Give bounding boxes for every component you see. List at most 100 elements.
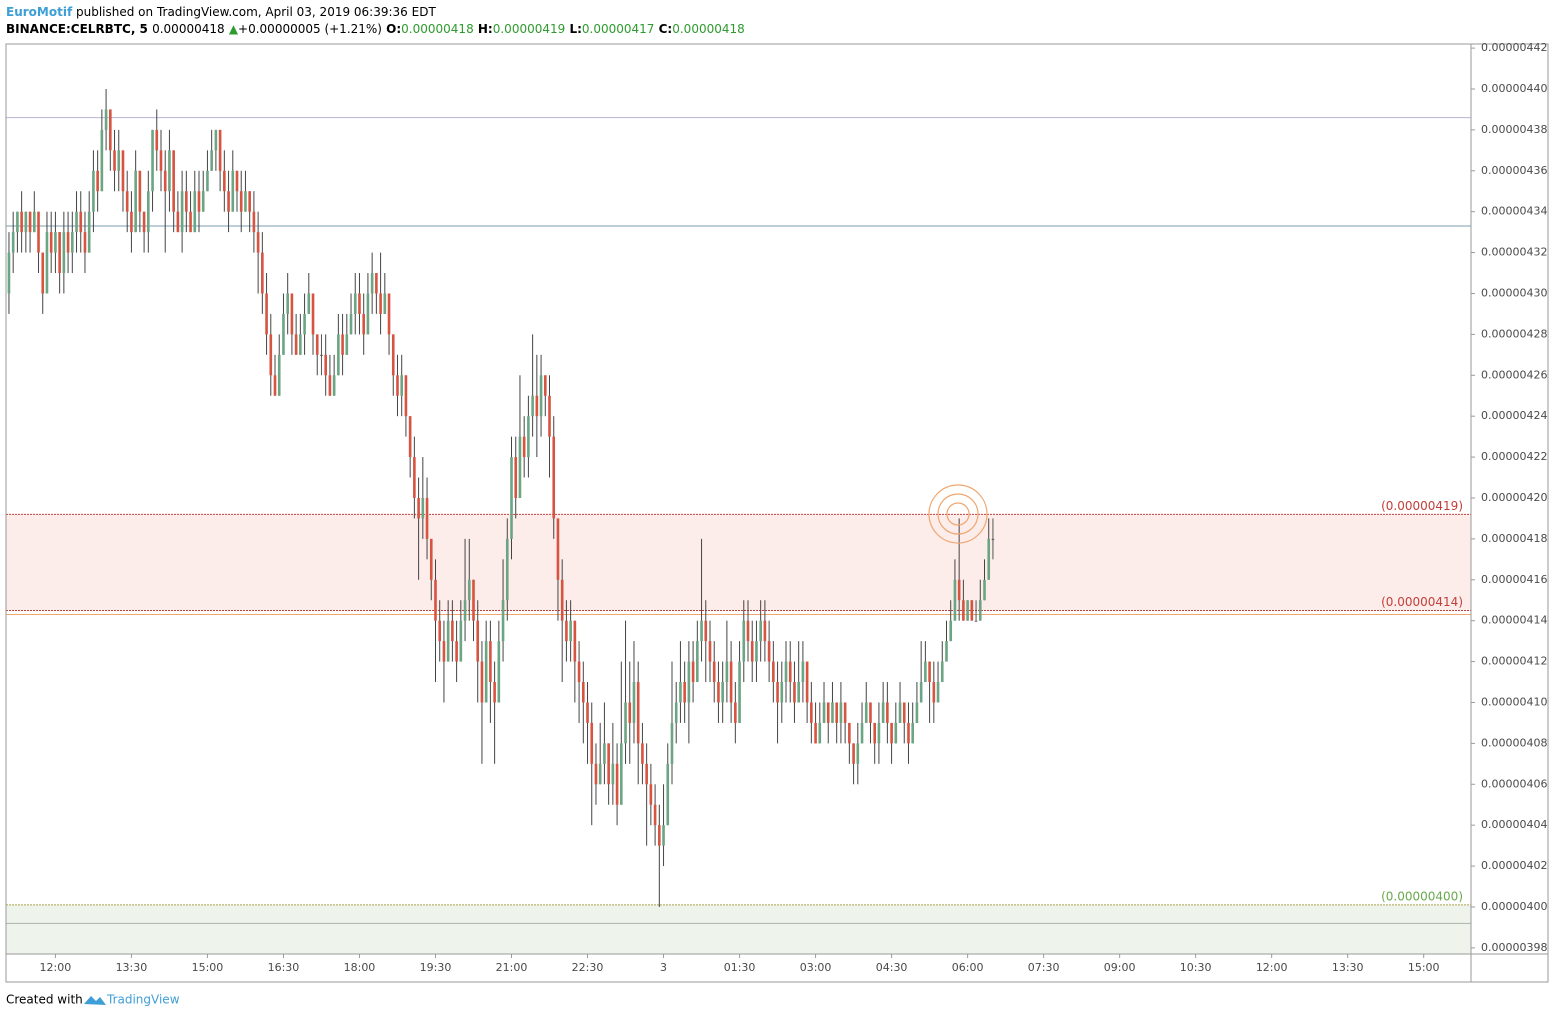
candle-body <box>674 702 678 723</box>
candle-body <box>852 743 855 764</box>
y-tick-label: 0.00000440 <box>1481 82 1547 95</box>
candle-body <box>645 763 648 785</box>
candle-body <box>505 538 509 601</box>
candle-body <box>860 722 864 744</box>
x-tick-label: 09:00 <box>1104 961 1136 974</box>
candle-body <box>603 743 606 764</box>
candle-body <box>176 211 180 233</box>
candle-body <box>142 211 146 233</box>
candle-body <box>518 436 522 498</box>
candle-body <box>231 170 235 212</box>
candle-body <box>881 702 885 723</box>
x-tick-label: 21:00 <box>496 961 528 974</box>
candle-body <box>269 334 273 376</box>
candle-body <box>417 497 420 519</box>
candle-body <box>130 211 133 233</box>
candle-body <box>451 620 454 642</box>
x-tick-label: 07:30 <box>1028 961 1060 974</box>
y-tick-label: 0.00000400 <box>1481 900 1547 913</box>
created-with: Created with <box>6 993 83 1007</box>
candle-body <box>463 600 467 621</box>
brand[interactable]: TradingView <box>106 993 180 1007</box>
candle-body <box>793 682 796 703</box>
candle-body <box>539 375 543 417</box>
candle-body <box>666 763 670 826</box>
axes: 0.00000442 0.00000440 0.00000438 0.00000436… <box>40 41 1548 974</box>
candle-body <box>244 191 247 212</box>
level-label: (0.00000414) <box>1381 595 1463 609</box>
candle-body <box>83 232 87 253</box>
candle-body <box>696 641 699 683</box>
candle-body <box>345 334 349 355</box>
candle-body <box>239 191 243 212</box>
zone <box>6 514 1471 611</box>
y-tick-label: 0.00000420 <box>1481 491 1547 504</box>
l-label: L: <box>569 22 581 36</box>
author[interactable]: EuroMotif <box>6 5 73 19</box>
candle-body <box>543 375 547 396</box>
candle-body <box>11 232 15 253</box>
candle-body <box>58 232 61 274</box>
candle-body <box>396 375 399 396</box>
y-tick-label: 0.00000418 <box>1481 532 1547 545</box>
level-label: (0.00000419) <box>1381 499 1463 513</box>
candle-body <box>560 579 564 621</box>
candle-body <box>691 661 695 683</box>
candle-body <box>28 211 32 233</box>
candle-body <box>286 293 289 314</box>
candle-body <box>619 743 623 805</box>
candle-body <box>607 743 610 785</box>
candle-body <box>962 600 965 621</box>
candle-body <box>20 211 23 233</box>
candle-body <box>738 661 741 723</box>
zones <box>6 514 1471 954</box>
candle-body <box>649 784 653 805</box>
candle-body <box>353 293 357 314</box>
candle-body <box>949 620 953 642</box>
candle-body <box>848 722 851 744</box>
candle-body <box>590 722 594 764</box>
candle-body <box>898 702 902 723</box>
candle-body <box>218 129 222 171</box>
o-label: O: <box>386 22 401 36</box>
candle-body <box>375 273 378 294</box>
candle-body <box>459 620 463 662</box>
y-tick-label: 0.00000428 <box>1481 327 1547 340</box>
candle-body <box>856 743 860 764</box>
o-value: 0.00000418 <box>401 22 474 36</box>
candle-body <box>362 313 366 335</box>
candle-body <box>366 293 370 335</box>
candle-body <box>113 150 116 171</box>
candle-body <box>636 682 640 744</box>
candle-body <box>41 252 45 294</box>
candle-body <box>214 129 218 151</box>
candle-body <box>256 232 260 253</box>
candle-body <box>138 170 142 212</box>
candle-body <box>438 620 442 642</box>
candle-body <box>746 620 750 642</box>
candle-body <box>391 334 395 376</box>
candle-body <box>290 293 294 335</box>
candle-body <box>750 641 754 662</box>
h-value: 0.00000419 <box>493 22 566 36</box>
y-tick-label: 0.00000426 <box>1481 368 1547 381</box>
candle-body <box>615 763 619 805</box>
candle-body <box>370 273 374 294</box>
candle-body <box>337 334 340 376</box>
candle-body <box>206 170 209 192</box>
candle-body <box>467 579 471 601</box>
candle-body <box>446 620 450 662</box>
candle-body <box>497 641 501 703</box>
candle-body <box>734 702 737 723</box>
candle-body <box>717 682 720 703</box>
candle-body <box>455 641 458 662</box>
candle-body <box>62 232 66 274</box>
candle-body <box>320 354 323 356</box>
candle-body <box>265 293 268 335</box>
x-tick-label: 15:00 <box>1408 961 1440 974</box>
candle-body <box>940 661 944 683</box>
candle-body <box>788 661 792 683</box>
candle-body <box>991 538 995 540</box>
candle-body <box>953 579 957 621</box>
y-tick-label: 0.00000410 <box>1481 695 1547 708</box>
